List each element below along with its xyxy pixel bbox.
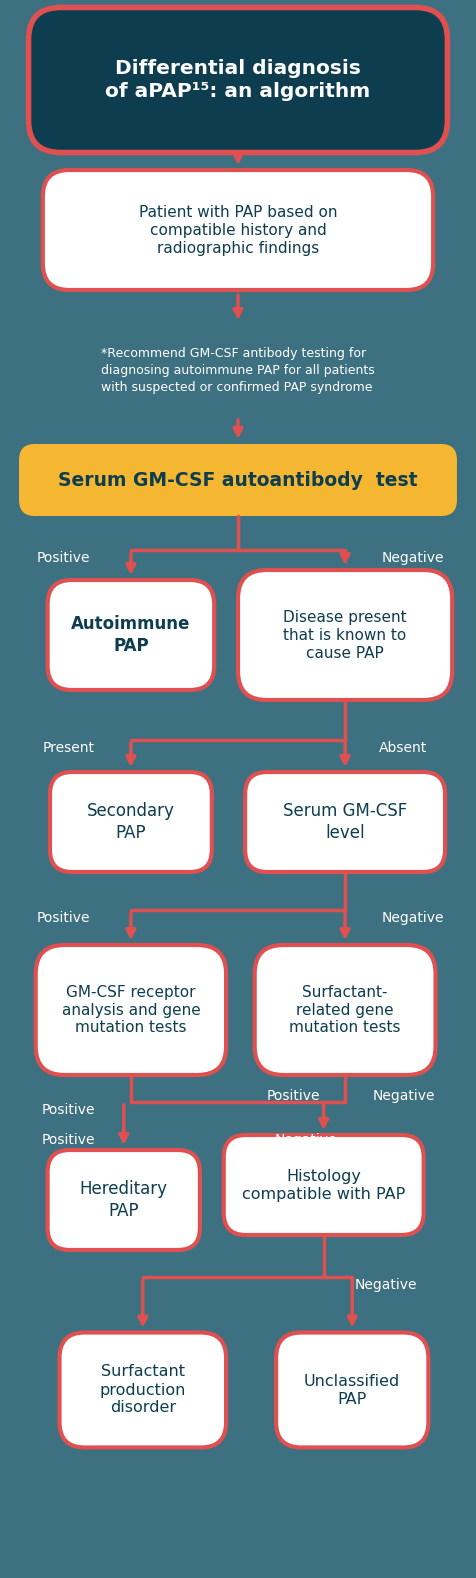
Text: Differential diagnosis
of aPAP¹⁵: an algorithm: Differential diagnosis of aPAP¹⁵: an alg… xyxy=(105,58,371,101)
Text: Autoimmune
PAP: Autoimmune PAP xyxy=(71,615,190,655)
Text: Serum GM-CSF
level: Serum GM-CSF level xyxy=(283,802,407,841)
FancyBboxPatch shape xyxy=(238,570,452,701)
Text: Hereditary
PAP: Hereditary PAP xyxy=(80,1180,168,1220)
FancyBboxPatch shape xyxy=(48,1150,200,1250)
Text: Negative: Negative xyxy=(382,911,445,925)
FancyBboxPatch shape xyxy=(276,1332,428,1447)
Text: *Recommend GM-CSF antibody testing for
diagnosing autoimmune PAP for all patient: *Recommend GM-CSF antibody testing for d… xyxy=(101,347,375,393)
Text: Positive: Positive xyxy=(267,1089,320,1103)
Text: Present: Present xyxy=(43,742,95,754)
Text: Positive: Positive xyxy=(42,1103,96,1117)
Text: Positive: Positive xyxy=(36,551,89,565)
Text: Absent: Absent xyxy=(379,742,427,754)
Text: Unclassified
PAP: Unclassified PAP xyxy=(304,1373,400,1406)
Text: Positive: Positive xyxy=(42,1133,96,1147)
FancyBboxPatch shape xyxy=(36,945,226,1075)
Text: Surfactant-
related gene
mutation tests: Surfactant- related gene mutation tests xyxy=(289,985,401,1035)
FancyBboxPatch shape xyxy=(19,443,457,516)
Text: Negative: Negative xyxy=(355,1278,417,1292)
Text: Negative: Negative xyxy=(372,1089,435,1103)
FancyBboxPatch shape xyxy=(245,772,445,873)
Text: Positive: Positive xyxy=(36,911,89,925)
Text: Negative: Negative xyxy=(275,1133,337,1147)
Text: Histology
compatible with PAP: Histology compatible with PAP xyxy=(242,1168,405,1201)
Text: Disease present
that is known to
cause PAP: Disease present that is known to cause P… xyxy=(283,609,407,661)
Text: Serum GM-CSF autoantibody  test: Serum GM-CSF autoantibody test xyxy=(58,470,418,489)
Text: Patient with PAP based on
compatible history and
radiographic findings: Patient with PAP based on compatible his… xyxy=(139,205,337,256)
FancyBboxPatch shape xyxy=(48,581,214,690)
FancyBboxPatch shape xyxy=(43,170,433,290)
FancyBboxPatch shape xyxy=(50,772,212,873)
Text: Secondary
PAP: Secondary PAP xyxy=(87,802,175,841)
Text: GM-CSF receptor
analysis and gene
mutation tests: GM-CSF receptor analysis and gene mutati… xyxy=(61,985,200,1035)
Text: Surfactant
production
disorder: Surfactant production disorder xyxy=(99,1365,186,1415)
FancyBboxPatch shape xyxy=(29,8,447,153)
FancyBboxPatch shape xyxy=(60,1332,226,1447)
FancyBboxPatch shape xyxy=(224,1135,424,1236)
Text: Negative: Negative xyxy=(382,551,445,565)
FancyBboxPatch shape xyxy=(255,945,436,1075)
